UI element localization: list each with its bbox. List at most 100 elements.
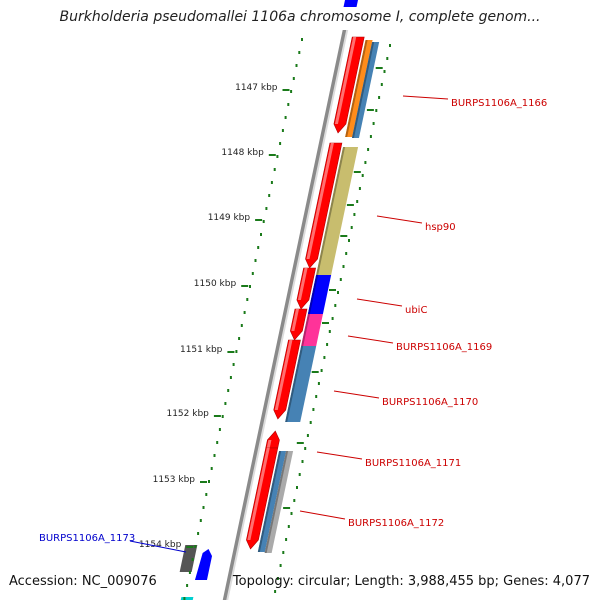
inner-dot-13	[265, 207, 268, 210]
inner-dot-18	[251, 272, 254, 275]
inner-dot-7	[281, 129, 284, 132]
gene-arrow-ubic	[296, 267, 316, 310]
gene-label-leader-7	[129, 540, 187, 553]
inner-dot-37	[199, 519, 202, 522]
inner-dot-39	[194, 545, 197, 548]
gene-label-leader-5	[316, 451, 363, 460]
kbp-tick-label-0: 1147 kbp	[235, 83, 278, 93]
outer-dot-2	[383, 70, 386, 73]
gene-arrow-ubic-highlight	[297, 268, 308, 300]
gene-label-3: BURPS1106A_1169	[396, 342, 492, 353]
outer-dot-26	[317, 382, 320, 385]
gene-arrow-1170	[273, 339, 301, 420]
cog-band-hsp90-edge	[316, 147, 346, 275]
chromosome-backbone	[222, 30, 348, 600]
inner-dot-41	[188, 571, 191, 574]
outer-dot-11	[358, 187, 361, 190]
outer-dot-38	[285, 538, 288, 541]
gene-label-6: BURPS1106A_1172	[348, 518, 444, 529]
inner-dot-26	[229, 376, 232, 379]
kbp-tick-label-5: 1152 kbp	[166, 409, 209, 419]
outer-dot-18	[339, 278, 342, 281]
cog-band-1172-gray-edge	[264, 451, 289, 553]
gene-label-leader-0	[402, 95, 449, 100]
cog-band-ubic-edge	[307, 275, 319, 314]
inner-dot-11	[270, 181, 273, 184]
gene-label-7: BURPS1106A_1173	[39, 533, 135, 544]
outer-dot-30	[306, 434, 309, 437]
inner-dot-30	[218, 428, 221, 431]
outer-dot-23	[326, 343, 329, 346]
cog-band-hsp90	[316, 147, 359, 275]
inner-dot-42	[186, 584, 189, 587]
gene-arrow-1172-highlight	[247, 448, 270, 540]
inner-dot-17	[254, 259, 257, 262]
outer-dot-37	[287, 525, 290, 528]
outer-dot-7	[369, 135, 372, 138]
inner-dot-35	[205, 493, 208, 496]
outer-dot-21	[331, 317, 334, 320]
outer-dot-39	[282, 551, 285, 554]
outer-dot-17	[342, 265, 345, 268]
gene-label-5: BURPS1106A_1171	[365, 458, 461, 469]
outer-dot-41	[276, 577, 279, 580]
inner-dot-22	[240, 324, 243, 327]
gene-label-1: hsp90	[425, 222, 456, 233]
gene-label-0: BURPS1106A_1166	[451, 98, 547, 109]
inner-dot-24	[235, 350, 238, 353]
gene-label-2: ubiC	[405, 305, 427, 316]
inner-dot-25	[232, 363, 235, 366]
gene-label-leader-3	[347, 335, 394, 344]
cog-band-1169-edge	[301, 314, 310, 346]
outer-dot-36	[290, 512, 293, 515]
outer-dot-42	[274, 590, 277, 593]
outer-dot-20	[334, 304, 337, 307]
inner-dot-14	[262, 220, 265, 223]
accession-text: Accession: NC_009076	[9, 574, 157, 589]
kbp-tick-label-3: 1150 kbp	[194, 279, 237, 289]
inner-dot-20	[246, 298, 249, 301]
outer-dot-40	[279, 564, 282, 567]
kbp-tick-label-2: 1149 kbp	[208, 213, 251, 223]
gene-arrow-1171-highlight	[266, 440, 272, 448]
outer-dot-22	[328, 330, 331, 333]
gene-arrow-1172	[246, 447, 279, 550]
gene-1173-gray	[179, 545, 198, 572]
inner-dot-1	[298, 51, 301, 54]
cog-band-ubic	[307, 275, 332, 314]
gene-arrow-hsp90-highlight	[306, 143, 334, 259]
outer-dot-19	[337, 291, 339, 294]
inner-dot-16	[257, 246, 260, 249]
outer-dot-14	[350, 226, 353, 229]
inner-dot-40	[191, 558, 194, 561]
inner-dot-36	[202, 506, 205, 509]
gene-arrow-1166-highlight	[334, 37, 357, 124]
cog-band-1166-orange-edge	[345, 40, 368, 137]
inner-dot-33	[210, 467, 213, 470]
outer-dot-16	[345, 252, 348, 255]
inner-dot-4	[290, 90, 293, 93]
outer-dot-25	[320, 369, 323, 372]
inner-dot-31	[216, 441, 219, 444]
outer-dot-3	[380, 83, 383, 86]
cog-band-1170	[285, 346, 317, 422]
outer-dot-28	[312, 408, 315, 411]
outer-dot-27	[315, 395, 318, 398]
inner-dot-0	[301, 38, 303, 41]
gene-arrow-1166	[333, 36, 365, 134]
outer-dot-4	[378, 96, 381, 99]
inner-dot-12	[268, 194, 271, 197]
inner-dot-10	[273, 168, 276, 171]
outer-dot-8	[367, 148, 370, 151]
kbp-tick-label-7: 1154 kbp	[139, 540, 182, 550]
cog-band-1166-blue-edge	[351, 42, 375, 138]
outer-dot-31	[304, 447, 307, 450]
chromosome-backbone-highlight	[226, 30, 349, 600]
outer-dot-15	[348, 239, 350, 242]
outer-dot-32	[301, 460, 304, 463]
kbp-tick-label-4: 1151 kbp	[180, 345, 223, 355]
inner-dot-21	[243, 311, 246, 314]
inner-dot-5	[287, 103, 290, 106]
